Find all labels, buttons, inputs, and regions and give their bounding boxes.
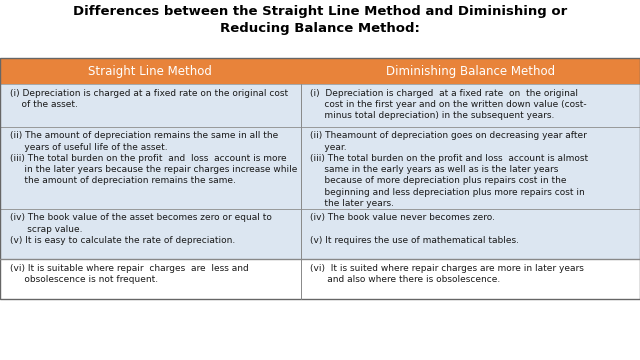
Bar	[0, 209, 301, 259]
Text: (vi) It is suitable where repair  charges  are  less and
     obsolescence is no: (vi) It is suitable where repair charges…	[10, 264, 248, 284]
Bar	[301, 259, 640, 299]
Text: (i) Depreciation is charged at a fixed rate on the original cost
    of the asse: (i) Depreciation is charged at a fixed r…	[10, 89, 288, 109]
Bar	[0, 84, 301, 127]
Bar	[0, 259, 301, 299]
Bar	[0, 58, 640, 84]
Text: Diminishing Balance Method: Diminishing Balance Method	[386, 65, 555, 78]
Text: (ii) The amount of depreciation remains the same in all the
     years of useful: (ii) The amount of depreciation remains …	[10, 131, 297, 185]
Text: Straight Line Method: Straight Line Method	[88, 65, 212, 78]
Text: Differences between the Straight Line Method and Diminishing or
Reducing Balance: Differences between the Straight Line Me…	[73, 5, 567, 35]
Text: (i)  Depreciation is charged  at a fixed rate  on  the original
     cost in the: (i) Depreciation is charged at a fixed r…	[310, 89, 587, 120]
Bar	[0, 127, 301, 209]
Bar	[301, 209, 640, 259]
Bar	[0, 58, 640, 299]
Text: (iv) The book value of the asset becomes zero or equal to
      scrap value.
(v): (iv) The book value of the asset becomes…	[10, 213, 271, 245]
Text: (vi)  It is suited where repair charges are more in later years
      and also w: (vi) It is suited where repair charges a…	[310, 264, 584, 284]
Bar	[301, 127, 640, 209]
Bar	[301, 84, 640, 127]
Text: (iv) The book value never becomes zero.

(v) It requires the use of mathematical: (iv) The book value never becomes zero. …	[310, 213, 520, 245]
Text: (ii) Theamount of depreciation goes on decreasing year after
     year.
(iii) Th: (ii) Theamount of depreciation goes on d…	[310, 131, 589, 208]
